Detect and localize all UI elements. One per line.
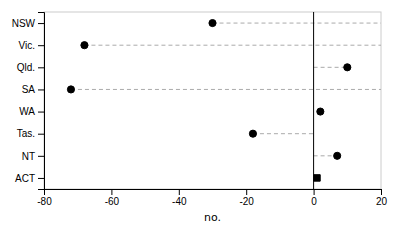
- x-tick-mark: [111, 189, 112, 195]
- plot-frame: [44, 12, 381, 189]
- y-tick-label: SA: [22, 84, 36, 95]
- y-tick-label: Vic.: [19, 40, 36, 51]
- y-tick: ACT: [15, 173, 44, 184]
- dot: [317, 108, 324, 115]
- y-tick: Qld.: [17, 62, 44, 73]
- y-axis-line: [38, 13, 45, 190]
- y-tick-mark: [38, 45, 44, 46]
- y-tick-label: ACT: [15, 173, 35, 184]
- y-tick-label: Tas.: [17, 128, 35, 139]
- y-tick-label: WA: [19, 106, 35, 117]
- y-tick: WA: [19, 106, 44, 117]
- dashed-range: [314, 67, 348, 68]
- x-tick: -60: [105, 189, 120, 207]
- dashed-range: [213, 23, 382, 24]
- y-tick-mark: [38, 89, 44, 90]
- dot: [249, 130, 256, 137]
- y-tick-mark: [38, 67, 44, 68]
- y-tick-label: NSW: [12, 18, 36, 29]
- dot: [344, 64, 351, 71]
- x-tick-label: 20: [376, 196, 388, 207]
- y-tick: Vic.: [19, 40, 45, 51]
- dot: [81, 42, 88, 49]
- y-tick-label: NT: [22, 151, 35, 162]
- marks: [67, 12, 381, 189]
- x-tick: -80: [37, 189, 52, 207]
- y-tick-mark: [38, 23, 44, 24]
- chart: -80 -60 -40 -20 0 20 NSW Vic. Qld. SA WA Tas. NT ACT n…: [0, 0, 397, 227]
- dot: [67, 86, 74, 93]
- x-axis-title: no.: [204, 211, 221, 224]
- reference-line: [313, 12, 314, 189]
- y-tick-mark: [38, 134, 44, 135]
- x-tick-label: 0: [311, 196, 317, 207]
- y-tick: NSW: [12, 18, 44, 29]
- dashed-range: [253, 133, 314, 134]
- x-axis-line: [45, 190, 382, 196]
- dot: [334, 152, 341, 159]
- y-axis: NSW Vic. Qld. SA WA Tas. NT ACT: [12, 13, 45, 190]
- x-tick: -40: [172, 189, 187, 207]
- y-tick: SA: [22, 84, 44, 95]
- x-tick: 20: [376, 189, 388, 207]
- x-tick-label: -20: [239, 196, 254, 207]
- x-tick-label: -80: [37, 196, 52, 207]
- y-tick-mark: [38, 156, 44, 157]
- dashed-range: [71, 89, 381, 90]
- x-tick: 0: [311, 189, 317, 207]
- y-tick-mark: [38, 112, 44, 113]
- x-tick-mark: [179, 189, 180, 195]
- x-tick-mark: [314, 189, 315, 195]
- dashed-range: [84, 45, 381, 46]
- plot: -80 -60 -40 -20 0 20 NSW Vic. Qld. SA WA Tas. NT ACT: [12, 12, 388, 207]
- dot: [314, 175, 320, 181]
- y-tick: Tas.: [17, 128, 44, 139]
- x-axis: -80 -60 -40 -20 0 20: [37, 189, 387, 207]
- y-tick: NT: [22, 151, 44, 162]
- y-tick-mark: [38, 178, 44, 179]
- x-tick-mark: [246, 189, 247, 195]
- x-tick-mark: [381, 189, 382, 195]
- x-tick-label: -60: [105, 196, 120, 207]
- x-tick: -20: [239, 189, 254, 207]
- x-tick-label: -40: [172, 196, 187, 207]
- dot: [209, 19, 216, 26]
- y-tick-label: Qld.: [17, 62, 35, 73]
